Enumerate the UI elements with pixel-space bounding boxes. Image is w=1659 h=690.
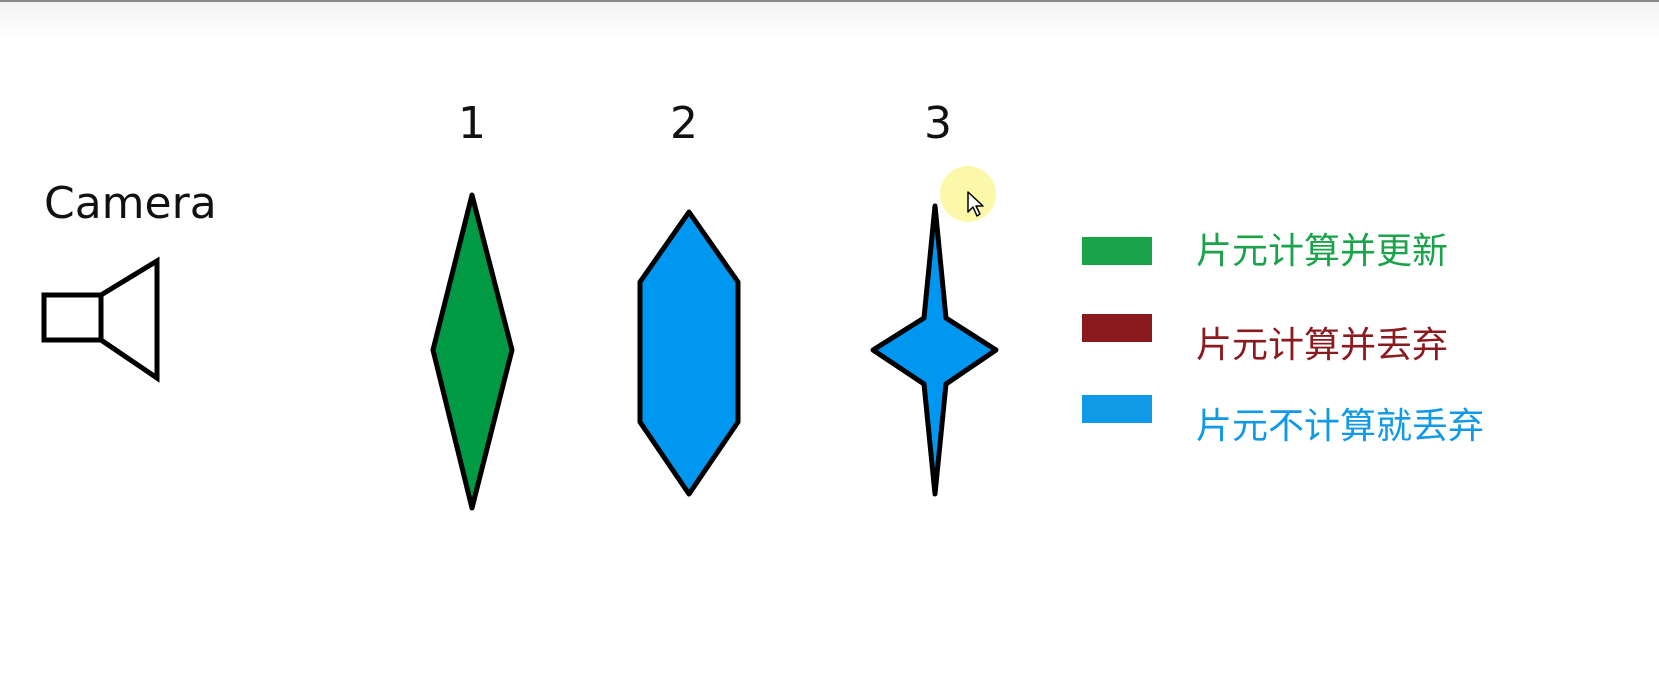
mouse-pointer-icon [967, 191, 984, 217]
legend-text-early-discard: 片元不计算就丢弃 [1196, 406, 1485, 447]
object-2-hexagon-shape [637, 209, 741, 497]
object-2-number: 2 [670, 98, 698, 149]
object-1-number: 1 [458, 98, 486, 149]
legend-swatch-red [1082, 314, 1152, 342]
object-3-star-shape [870, 203, 999, 497]
object-3-number: 3 [924, 98, 952, 149]
legend-swatch-blue [1082, 395, 1152, 423]
camera-label: Camera [44, 178, 217, 229]
object-1-diamond-shape [430, 192, 515, 511]
legend-swatch-green [1082, 237, 1152, 265]
window-top-strip [0, 0, 1659, 44]
camera-icon [41, 256, 160, 383]
legend-text-discard: 片元计算并丢弃 [1196, 325, 1449, 366]
legend-text-update: 片元计算并更新 [1196, 231, 1449, 272]
